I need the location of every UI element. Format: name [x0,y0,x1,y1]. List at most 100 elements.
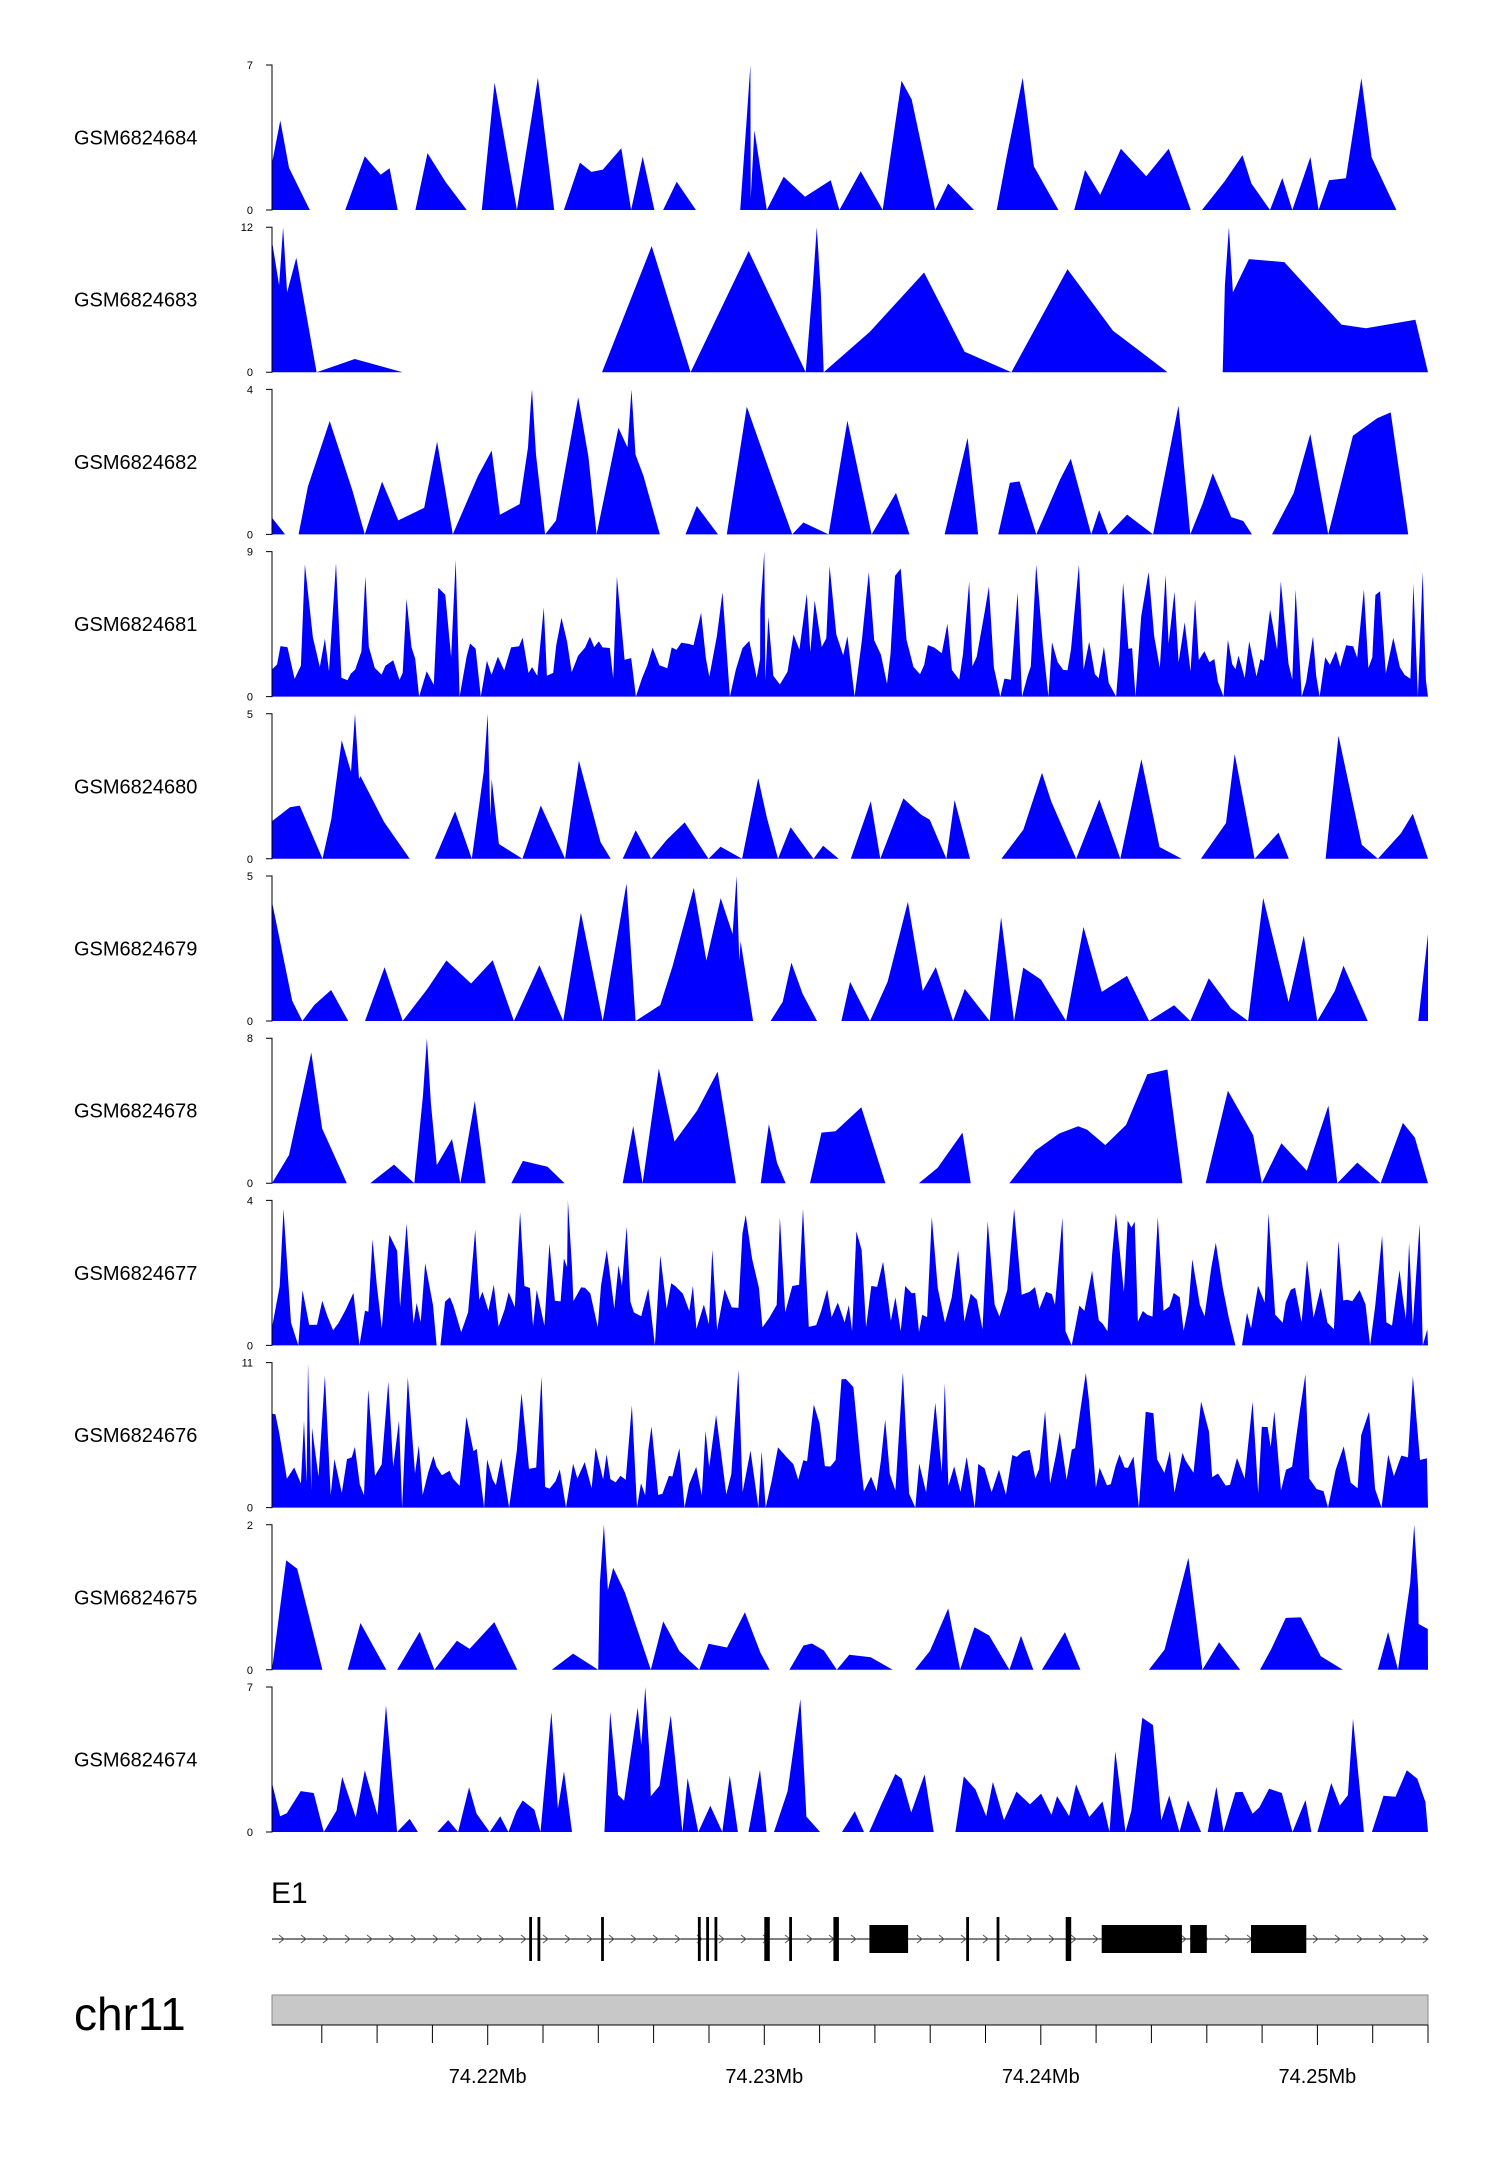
coverage-area [272,713,1428,859]
strand-arrow [410,1934,417,1944]
coverage-tracks: 7 0 GSM6824684 12 0 GSM6824683 4 0 GSM6824682 9 0 G… [74,60,1428,1839]
track-label: GSM6824676 [74,1425,197,1447]
y-axis-line [266,551,273,698]
y-min-label: 0 [247,367,253,379]
y-min-label: 0 [247,1503,253,1515]
y-axis-line [266,226,273,373]
strand-arrow [322,1934,329,1944]
chromosome-bar [271,1994,1429,2026]
chromosome-label: chr11 [74,1988,186,2040]
y-max-label: 5 [247,709,253,721]
strand-arrow [960,1934,967,1944]
y-min-label: 0 [247,1827,253,1839]
track-GSM6824681: 9 0 GSM6824681 [74,547,1428,704]
y-max-label: 5 [247,871,253,883]
track-GSM6824678: 8 0 GSM6824678 [74,1033,1428,1190]
strand-arrow [938,1934,945,1944]
track-GSM6824676: 11 0 GSM6824676 [74,1358,1428,1515]
exon [996,1917,1000,1961]
coverage-area [272,227,1428,373]
track-label: GSM6824681 [74,614,197,636]
y-axis-line [266,1362,273,1509]
y-min-label: 0 [247,205,253,217]
strand-arrow [388,1934,395,1944]
y-min-label: 0 [247,692,253,704]
track-label: GSM6824678 [74,1101,197,1123]
strand-arrow [740,1934,747,1944]
chromosome-track: chr11 [74,1988,1429,2040]
y-axis-line [266,875,273,1022]
exon [537,1917,541,1961]
strand-arrow [1224,1934,1231,1944]
strand-arrow [432,1934,439,1944]
coverage-area [272,1200,1428,1346]
strand-arrow [300,1934,307,1944]
exon [966,1917,969,1961]
strand-arrow [1048,1934,1055,1944]
y-min-label: 0 [247,1665,253,1677]
y-min-label: 0 [247,1016,253,1028]
track-GSM6824680: 5 0 GSM6824680 [74,709,1428,866]
coverage-area [272,1038,1428,1184]
strand-arrow [1378,1934,1385,1944]
exon [714,1917,718,1961]
exon [789,1917,792,1961]
y-max-label: 8 [247,1033,253,1045]
strand-arrow [1092,1934,1099,1944]
strand-arrow [1334,1934,1341,1944]
exon [1251,1925,1307,1953]
exon [1190,1925,1207,1953]
y-min-label: 0 [247,1178,253,1190]
exon [869,1925,909,1953]
track-GSM6824679: 5 0 GSM6824679 [74,871,1428,1028]
y-min-label: 0 [247,529,253,541]
track-label: GSM6824684 [74,128,197,150]
coverage-area [272,389,1428,535]
genomic-axis: 74.22Mb 74.23Mb 74.24Mb 74.25Mb [272,2024,1429,2088]
exon [697,1917,701,1961]
strand-arrow [1422,1934,1429,1944]
exon [706,1917,709,1961]
axis-tick-label: 74.23Mb [725,2066,803,2088]
y-max-label: 11 [242,1358,253,1370]
strand-arrow [454,1934,461,1944]
track-label: GSM6824674 [74,1750,197,1772]
exon [1065,1917,1072,1961]
strand-arrow [366,1934,373,1944]
y-axis-line [266,64,273,211]
coverage-area [272,1362,1428,1508]
exon [764,1917,770,1961]
strand-arrow [850,1934,857,1944]
exon [833,1917,839,1961]
y-max-label: 4 [247,384,253,396]
track-label: GSM6824682 [74,452,197,474]
strand-arrow [652,1934,659,1944]
exon [1101,1925,1182,1953]
y-axis-line [266,1524,273,1671]
strand-arrow [674,1934,681,1944]
strand-arrow [1070,1934,1077,1944]
strand-arrow [1004,1934,1011,1944]
axis-tick-label: 74.22Mb [449,2066,527,2088]
coverage-area [272,1524,1428,1670]
strand-arrow [498,1934,505,1944]
strand-arrow [806,1934,813,1944]
strand-arrow [1026,1934,1033,1944]
strand-arrow [630,1934,637,1944]
track-label: GSM6824679 [74,939,197,961]
strand-arrow [344,1934,351,1944]
y-max-label: 12 [241,222,253,234]
strand-arrow [1400,1934,1407,1944]
y-max-label: 7 [247,60,253,72]
track-GSM6824675: 2 0 GSM6824675 [74,1520,1428,1677]
strand-arrow [718,1934,725,1944]
track-label: GSM6824675 [74,1587,197,1609]
exon [529,1917,532,1961]
track-GSM6824682: 4 0 GSM6824682 [74,384,1428,541]
track-GSM6824677: 4 0 GSM6824677 [74,1195,1428,1352]
coverage-area [272,551,1428,697]
strand-arrow [1356,1934,1363,1944]
strand-arrow [476,1934,483,1944]
track-GSM6824683: 12 0 GSM6824683 [74,222,1428,379]
coverage-area [272,65,1428,210]
